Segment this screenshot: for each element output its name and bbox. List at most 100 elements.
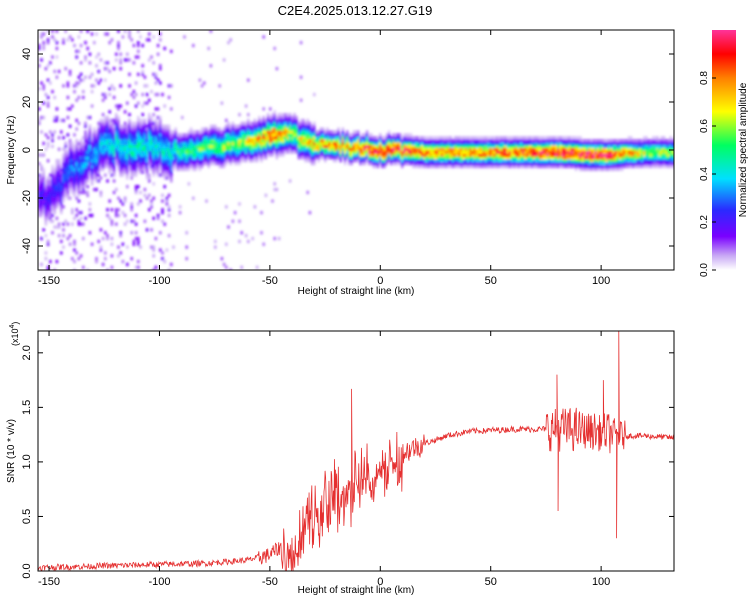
spectrogram-cell bbox=[638, 162, 642, 166]
spectrogram-cell bbox=[524, 153, 527, 157]
spectrogram-cell bbox=[154, 265, 158, 269]
spectrogram-cell bbox=[231, 136, 235, 140]
spectrogram-cell bbox=[390, 153, 393, 157]
spectrogram-cell bbox=[57, 225, 61, 229]
spectrogram-cell bbox=[253, 139, 257, 143]
spectrogram-cell bbox=[79, 211, 83, 215]
spectrogram-cell bbox=[229, 136, 232, 140]
spectrogram-cell bbox=[60, 182, 63, 186]
spectrogram-cell bbox=[471, 139, 474, 143]
spectrogram-cell bbox=[141, 43, 144, 48]
spectrogram-cell bbox=[266, 113, 270, 117]
spectrogram-cell bbox=[159, 124, 162, 128]
spectrogram-cell bbox=[211, 153, 215, 157]
spectrogram-cell bbox=[588, 153, 591, 157]
spectrogram-cell bbox=[141, 156, 144, 160]
spectrogram-cell bbox=[244, 156, 248, 160]
spectrogram-cell bbox=[150, 130, 153, 134]
spectrogram-cell bbox=[216, 159, 219, 163]
spectrogram-cell bbox=[588, 150, 591, 154]
spectrogram-cell bbox=[75, 49, 78, 53]
spectrogram-cell bbox=[106, 234, 109, 238]
spectrogram-cell bbox=[99, 167, 103, 172]
spectrogram-cell bbox=[53, 196, 56, 200]
spectrogram-cell bbox=[295, 127, 298, 131]
spectrogram-cell bbox=[636, 141, 639, 146]
spectrogram-cell bbox=[84, 144, 87, 148]
spectrogram-cell bbox=[165, 130, 169, 134]
spectrogram-cell bbox=[93, 159, 96, 163]
spectrogram-cell bbox=[233, 150, 237, 154]
spectrogram-cell bbox=[407, 159, 411, 163]
spectrogram-cell bbox=[339, 133, 342, 137]
spectrogram-cell bbox=[258, 130, 261, 134]
spectrogram-cell bbox=[211, 124, 215, 128]
spectrogram-cell bbox=[319, 136, 323, 140]
spectrogram-cell bbox=[612, 156, 615, 160]
spectrogram-cell bbox=[134, 162, 138, 166]
spectrogram-cell bbox=[101, 118, 105, 123]
spectrogram-cell bbox=[348, 156, 351, 160]
spectrogram-cell bbox=[665, 139, 668, 143]
spectrogram-cell bbox=[550, 144, 554, 148]
spectrogram-cell bbox=[95, 141, 98, 146]
spectrogram-cell bbox=[53, 170, 56, 174]
spectrogram-cell bbox=[475, 162, 479, 166]
spectrogram-cell bbox=[557, 159, 560, 163]
spectrogram-cell bbox=[275, 141, 279, 146]
snr-x-tick-label: 50 bbox=[485, 576, 497, 588]
spectrogram-cell bbox=[238, 153, 241, 157]
spectrogram-cell bbox=[86, 153, 89, 157]
spectrogram-cell bbox=[277, 150, 281, 154]
spectrogram-cell bbox=[77, 170, 81, 174]
spectrogram-cell bbox=[273, 113, 276, 117]
spectrogram-cell bbox=[161, 147, 164, 151]
spectrogram-cell bbox=[396, 153, 400, 157]
spectrogram-cell bbox=[464, 156, 468, 160]
spectrogram-cell bbox=[506, 164, 510, 169]
spectrogram-cell bbox=[75, 167, 78, 172]
spectrogram-cell bbox=[418, 164, 422, 169]
spectrogram-cell bbox=[117, 213, 120, 218]
spectrogram-cell bbox=[361, 150, 364, 154]
spectrogram-cell bbox=[464, 150, 468, 154]
spectrogram-cell bbox=[106, 118, 109, 123]
spectrogram-cell bbox=[90, 162, 94, 166]
spectrogram-cell bbox=[431, 136, 435, 140]
spectrogram-cell bbox=[601, 162, 604, 166]
spectrogram-cell bbox=[621, 162, 624, 166]
spectrogram-cell bbox=[255, 141, 259, 146]
spectrogram-cell bbox=[209, 144, 213, 148]
spectrogram-cell bbox=[328, 136, 331, 140]
spectrogram-cell bbox=[128, 156, 131, 160]
spectrogram-cell bbox=[233, 139, 237, 143]
spectrogram-cell bbox=[99, 118, 103, 123]
spectrogram-cell bbox=[68, 156, 72, 160]
spectrogram-x-ticks: -150 -100 -50 0 50 100 bbox=[38, 30, 610, 287]
spectrogram-cell bbox=[658, 150, 661, 154]
spectrogram-cell bbox=[603, 164, 606, 169]
spectrogram-cell bbox=[112, 95, 116, 100]
spectrogram-cell bbox=[251, 159, 254, 163]
spectrogram-cell bbox=[71, 164, 74, 169]
spectrogram-cell bbox=[643, 150, 646, 154]
spectrogram-cell bbox=[44, 257, 48, 261]
spectrogram-cell bbox=[291, 139, 294, 143]
spectrogram-cell bbox=[196, 139, 199, 143]
spectrogram-cell bbox=[647, 144, 650, 148]
spectrogram-cell bbox=[227, 159, 230, 163]
spectrogram-cell bbox=[44, 147, 48, 151]
spectrogram-cell bbox=[236, 162, 239, 166]
spectrogram-cell bbox=[198, 164, 202, 169]
spectrogram-cell bbox=[148, 159, 151, 163]
spectrogram-cell bbox=[464, 136, 468, 140]
spectrogram-cell bbox=[550, 153, 554, 157]
spectrogram-cell bbox=[574, 167, 578, 172]
spectrogram-cell bbox=[308, 150, 312, 154]
spectrogram-cell bbox=[77, 219, 81, 223]
spectrogram-cell bbox=[128, 150, 131, 154]
spectrogram-cell bbox=[502, 139, 505, 143]
spectrogram-cell bbox=[317, 139, 320, 143]
spectrogram-cell bbox=[150, 245, 153, 249]
